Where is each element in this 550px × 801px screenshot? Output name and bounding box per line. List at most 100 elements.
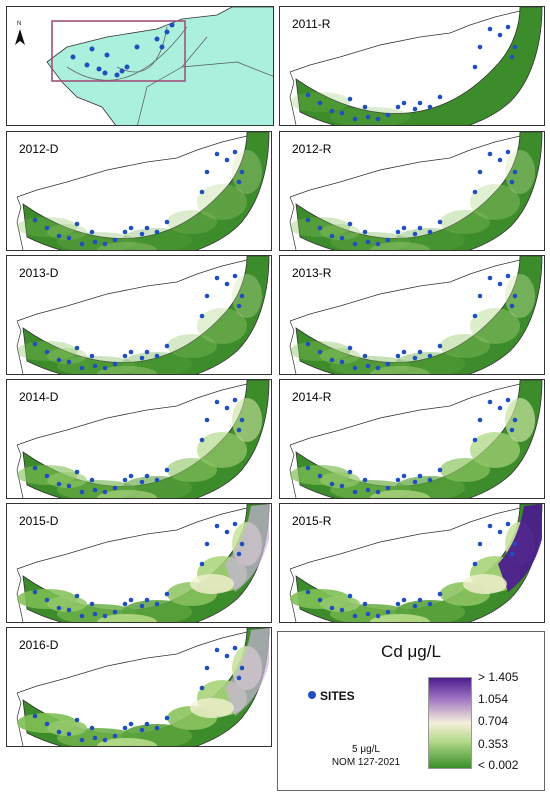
- coastline-west: [289, 196, 297, 250]
- sampling-site-marker: [89, 725, 95, 731]
- sampling-site-marker: [477, 293, 483, 299]
- sampling-site-marker: [232, 273, 238, 279]
- concentration-patch: [395, 352, 465, 374]
- sampling-site-marker: [362, 104, 368, 110]
- concentration-patch: [505, 398, 535, 442]
- sampling-site-marker: [395, 353, 401, 359]
- sampling-site-marker: [347, 593, 353, 599]
- coastline: [289, 256, 543, 322]
- study-area-band: [22, 256, 270, 374]
- sampling-site-marker: [305, 589, 311, 595]
- map-panel: 2013-D: [6, 255, 272, 375]
- sampling-site-marker: [365, 611, 371, 617]
- sampling-site-marker: [427, 353, 433, 359]
- sampling-site-marker: [239, 169, 245, 175]
- sampling-site-marker: [362, 229, 368, 235]
- sampling-site-marker: [417, 473, 423, 479]
- sampling-site-marker: [352, 365, 358, 371]
- sampling-site-marker: [352, 489, 358, 495]
- sampling-site-marker: [66, 483, 72, 489]
- sampling-site-marker: [487, 399, 493, 405]
- sampling-site-marker: [239, 417, 245, 423]
- sampling-site-marker: [417, 597, 423, 603]
- sampling-site-marker: [204, 169, 210, 175]
- sampling-site-marker: [477, 417, 483, 423]
- sampling-site-marker: [56, 481, 62, 487]
- sampling-site-marker: [56, 729, 62, 735]
- sampling-site-marker: [437, 94, 443, 100]
- concentration-patch: [470, 432, 520, 468]
- sampling-site-marker: [74, 469, 80, 475]
- sampling-site-marker: [487, 151, 493, 157]
- sampling-site-marker: [144, 349, 150, 355]
- cd-map: [289, 7, 543, 125]
- sampling-site-marker: [204, 293, 210, 299]
- sampling-site-marker: [352, 116, 358, 122]
- sampling-site-marker: [112, 485, 118, 491]
- concentration-patch: [232, 274, 262, 318]
- sampling-site-marker: [472, 437, 478, 443]
- sampling-site-marker: [395, 229, 401, 235]
- sampling-site-marker: [232, 397, 238, 403]
- coastline-west: [16, 196, 24, 250]
- sampling-site-marker: [89, 601, 95, 607]
- sampling-site-marker: [375, 489, 381, 495]
- sampling-site-marker: [66, 607, 72, 613]
- sampling-site-marker: [144, 721, 150, 727]
- sampling-site-marker: [66, 359, 72, 365]
- study-area-band: [22, 132, 270, 250]
- sampling-site-marker: [329, 233, 335, 239]
- sampling-site-marker: [204, 665, 210, 671]
- coastline: [16, 256, 270, 322]
- concentration-patch: [370, 242, 430, 250]
- concentration-patch: [97, 738, 157, 746]
- sampling-site-marker: [305, 217, 311, 223]
- concentration-patch: [122, 228, 192, 250]
- sampling-site-marker: [417, 225, 423, 231]
- high-cd-zone: [498, 504, 542, 592]
- sampling-site-marker: [362, 601, 368, 607]
- sampling-site-marker: [385, 112, 391, 118]
- north-arrow: [15, 29, 25, 45]
- sampling-site-marker: [154, 353, 160, 359]
- sampling-site-marker: [509, 54, 515, 60]
- sampling-site-marker: [505, 273, 511, 279]
- coastline-west: [16, 320, 24, 374]
- sampling-site-marker: [112, 609, 118, 615]
- mid-cd-zone: [463, 574, 507, 594]
- panel-label: 2016-D: [19, 638, 59, 652]
- sampling-site-marker: [32, 589, 38, 595]
- coastline-west: [289, 444, 297, 498]
- sampling-site-marker: [92, 487, 98, 493]
- sampling-site-marker: [44, 473, 50, 479]
- sampling-site-marker: [122, 229, 128, 235]
- panel-label: 2011-R: [292, 17, 331, 31]
- sampling-site-marker: [365, 239, 371, 245]
- sampling-site-marker: [472, 561, 478, 567]
- sampling-site-marker: [329, 108, 335, 114]
- sampling-site-marker: [139, 355, 145, 361]
- panel-label: 2014-R: [292, 390, 332, 404]
- sampling-site-marker: [199, 685, 205, 691]
- sampling-site-marker: [122, 601, 128, 607]
- sampling-site-marker: [512, 169, 518, 175]
- sampling-site-marker: [437, 343, 443, 349]
- sampling-site-marker: [509, 551, 515, 557]
- sampling-site-marker: [199, 313, 205, 319]
- sampling-site-marker: [477, 169, 483, 175]
- sampling-site-marker: [164, 715, 170, 721]
- concentration-patch: [232, 150, 262, 194]
- map-panel: 2015-R: [279, 503, 545, 623]
- sampling-site-marker: [89, 229, 95, 235]
- sampling-site-marker: [144, 225, 150, 231]
- sampling-site-marker: [339, 607, 345, 613]
- sampling-site-marker: [102, 241, 108, 247]
- concentration-patch: [97, 366, 157, 374]
- map-panel: 2011-R: [279, 6, 545, 126]
- sampling-site-marker: [239, 293, 245, 299]
- panel-label: 2015-R: [292, 514, 332, 528]
- sampling-site-marker: [74, 717, 80, 723]
- map-panel: 2016-D: [6, 627, 272, 747]
- coastline-west: [289, 320, 297, 374]
- sampling-site-marker: [472, 313, 478, 319]
